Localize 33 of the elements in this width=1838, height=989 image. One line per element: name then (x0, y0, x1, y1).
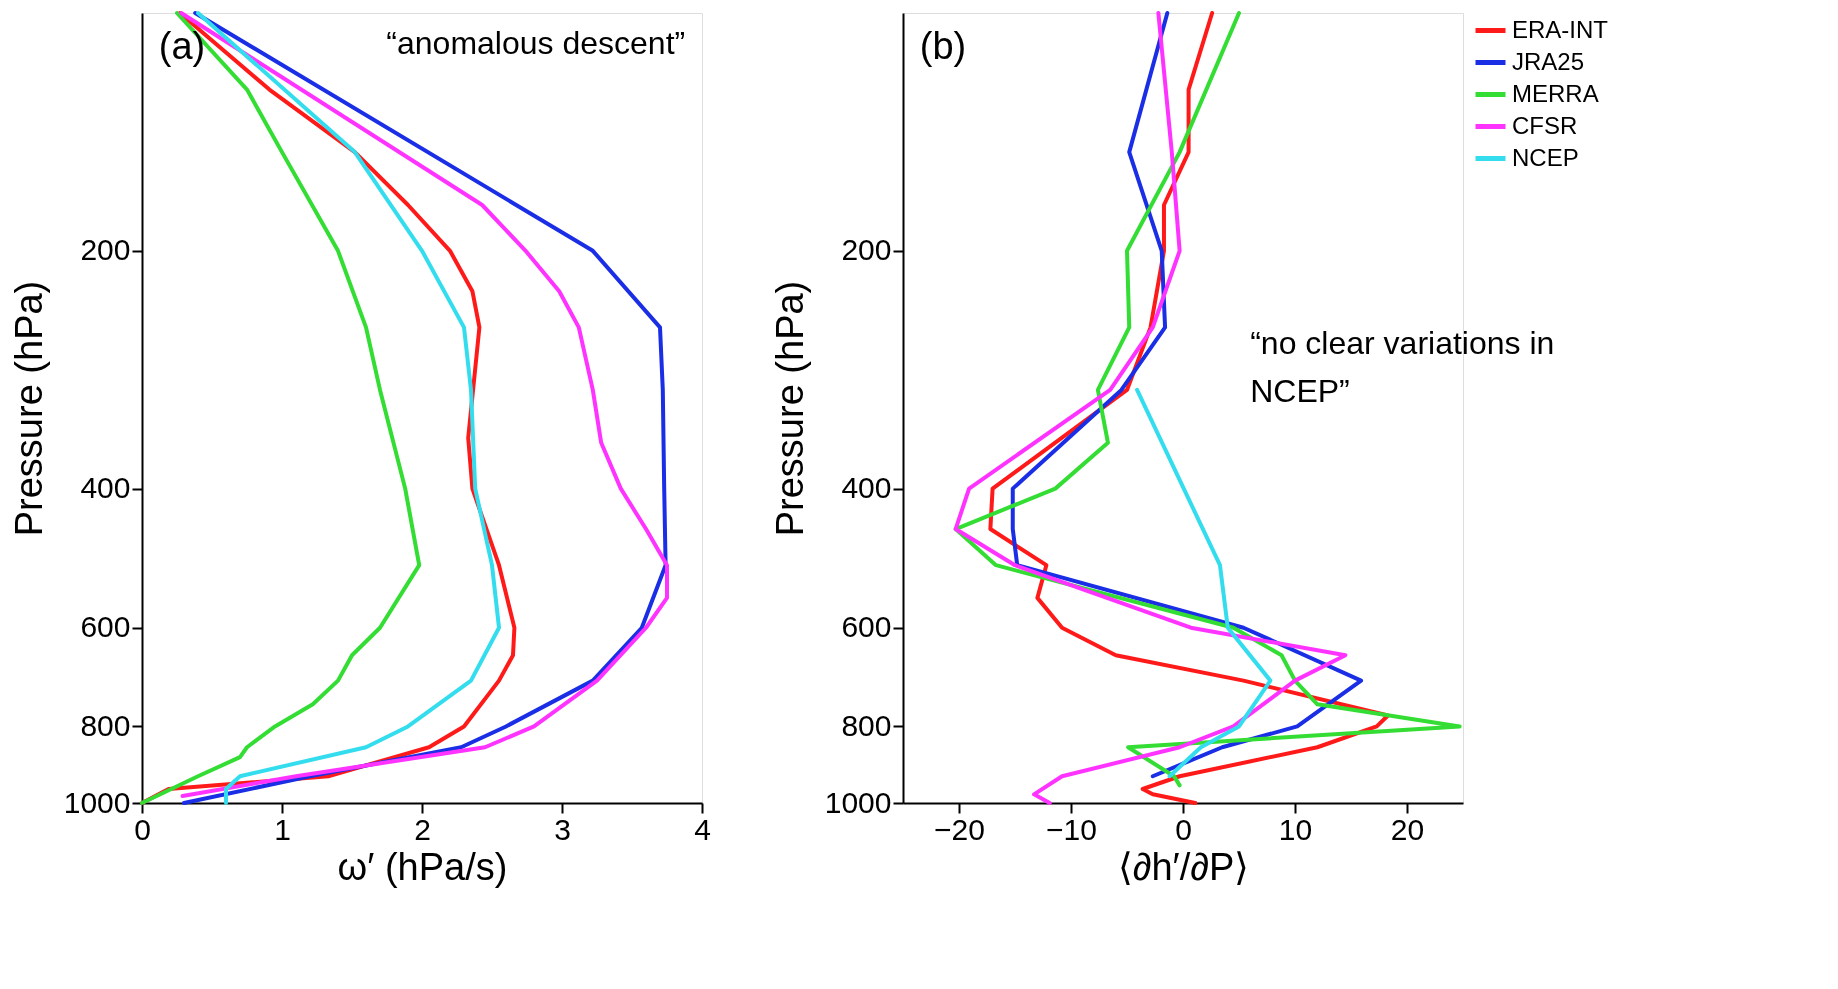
y-tick-label: 1000 (824, 785, 892, 819)
x-tick-label: 4 (694, 812, 711, 846)
annotation: “no clear variations in NCEP” (1250, 325, 1555, 409)
y-tick-label: 800 (80, 708, 131, 742)
y-tick-label: 200 (841, 233, 892, 267)
annotation: (a) (158, 24, 206, 67)
y-tick-label: 400 (841, 471, 892, 505)
y-tick-label: 1000 (63, 785, 131, 819)
legend-label: MERRA (1512, 79, 1599, 107)
x-tick-label: 1 (274, 812, 291, 846)
x-tick-label: 20 (1390, 812, 1425, 846)
x-tick-label: 10 (1278, 812, 1313, 846)
y-tick-label: 600 (841, 610, 892, 644)
legend-label: ERA-INT (1512, 15, 1609, 43)
x-axis-title: ⟨∂h′/∂P⟩ (1117, 845, 1250, 888)
x-tick-label: 2 (414, 812, 431, 846)
y-tick-label: 200 (80, 233, 131, 267)
legend-label: NCEP (1512, 143, 1579, 171)
y-tick-label: 600 (80, 610, 131, 644)
legend-label: JRA25 (1512, 47, 1585, 75)
x-tick-label: −20 (934, 812, 985, 846)
y-axis-title: Pressure (hPa) (7, 280, 50, 537)
x-tick-label: −10 (1046, 812, 1097, 846)
x-axis-title: ω′ (hPa/s) (337, 845, 508, 888)
y-tick-label: 400 (80, 471, 131, 505)
x-tick-label: 3 (554, 812, 571, 846)
x-tick-label: 0 (1175, 812, 1192, 846)
legend-label: CFSR (1512, 111, 1578, 139)
x-tick-label: 0 (134, 812, 151, 846)
y-axis-title: Pressure (hPa) (768, 280, 811, 537)
annotation: “anomalous descent” (386, 24, 686, 61)
y-tick-label: 800 (841, 708, 892, 742)
annotation: (b) (919, 24, 967, 67)
